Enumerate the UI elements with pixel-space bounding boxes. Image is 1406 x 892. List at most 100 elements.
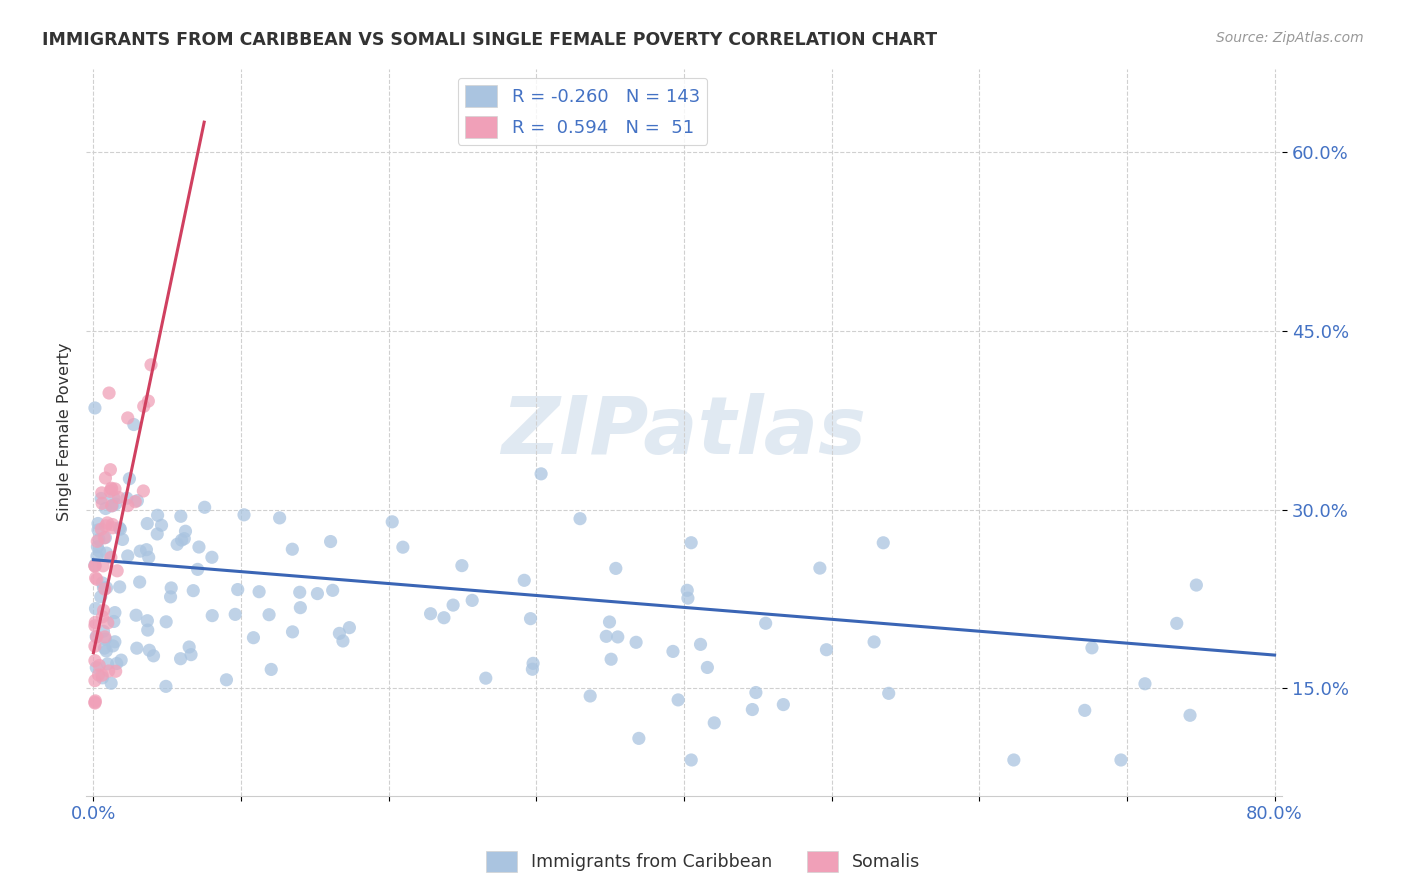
Point [84,615,107,630]
Point [94,501,117,516]
Point [433,611,456,625]
Point [90,486,112,500]
Point [84,695,107,709]
Point [1185,578,1208,592]
Point [605,561,627,575]
Point [689,637,711,651]
Point [307,586,329,600]
Point [100,499,122,513]
Point [863,635,886,649]
Point [741,702,763,716]
Point [132,399,155,413]
Point [155,615,177,629]
Point [84,630,107,644]
Point [136,623,159,637]
Point [87,516,110,531]
Point [181,583,204,598]
Point [226,582,249,597]
Point [87,533,110,547]
Legend: R = -0.260   N = 143, R =  0.594   N =  51: R = -0.260 N = 143, R = 0.594 N = 51 [457,78,707,145]
Point [419,607,441,621]
Point [381,515,404,529]
Point [339,621,361,635]
Point [441,598,464,612]
Point [103,491,125,505]
Point [84,673,107,688]
Point [108,521,131,535]
Point [257,607,280,622]
Point [128,575,150,590]
Point [125,641,148,656]
Point [96,581,118,595]
Point [530,467,553,481]
Point [117,499,139,513]
Point [569,511,592,525]
Point [1081,640,1104,655]
Point [108,580,131,594]
Point [84,694,107,708]
Point [110,653,132,667]
Point [666,693,689,707]
Point [179,640,201,654]
Point [98,386,121,401]
Point [101,499,124,513]
Point [100,463,122,477]
Point [104,606,127,620]
Point [87,668,110,682]
Point [93,641,115,656]
Point [89,658,111,673]
Point [94,632,117,646]
Point [100,550,122,565]
Point [1178,708,1201,723]
Point [86,630,108,644]
Point [84,601,107,615]
Point [288,585,311,599]
Point [150,518,173,533]
Point [94,471,117,485]
Point [101,517,124,532]
Point [180,648,202,662]
Point [94,518,117,533]
Point [107,491,129,505]
Point [91,576,114,591]
Point [97,615,120,630]
Text: ZIPatlas: ZIPatlas [502,393,866,471]
Point [87,523,110,537]
Point [93,531,115,545]
Point [86,572,108,586]
Point [755,616,778,631]
Point [451,558,474,573]
Y-axis label: Single Female Poverty: Single Female Poverty [58,343,72,522]
Point [132,483,155,498]
Point [86,534,108,549]
Point [522,657,544,671]
Point [96,516,118,530]
Point [260,662,283,676]
Point [1109,753,1132,767]
Point [281,542,304,557]
Point [94,630,117,644]
Point [170,533,193,547]
Point [138,394,160,409]
Point [519,612,541,626]
Point [84,401,107,415]
Point [461,593,484,607]
Point [475,671,498,685]
Point [127,493,149,508]
Point [91,671,114,685]
Point [332,634,354,648]
Point [772,698,794,712]
Point [104,497,127,511]
Point [104,634,127,648]
Point [111,533,134,547]
Point [90,491,112,506]
Point [90,590,112,604]
Point [247,584,270,599]
Point [600,652,623,666]
Point [513,574,536,588]
Point [328,626,350,640]
Text: Source: ZipAtlas.com: Source: ZipAtlas.com [1216,31,1364,45]
Point [91,496,114,510]
Point [201,608,224,623]
Point [96,644,118,658]
